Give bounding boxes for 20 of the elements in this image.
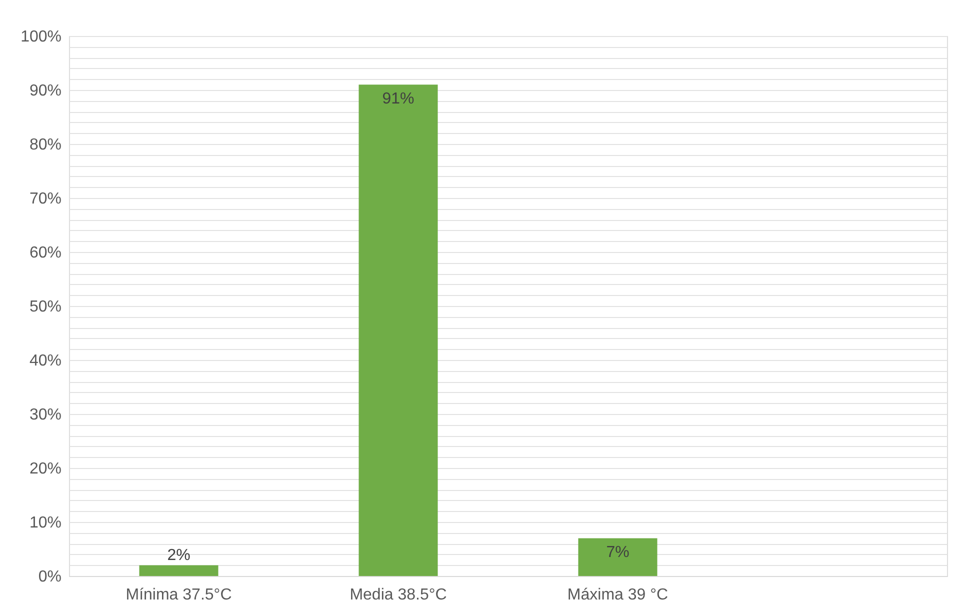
- y-tick-label: 80%: [29, 136, 62, 154]
- y-tick-label: 100%: [20, 28, 62, 46]
- data-label: 7%: [606, 544, 630, 562]
- y-tick-label: 50%: [29, 298, 62, 316]
- data-label: 91%: [382, 90, 414, 108]
- y-tick-label: 10%: [29, 514, 62, 532]
- y-tick-label: 20%: [29, 460, 62, 478]
- y-tick-label: 0%: [38, 568, 62, 586]
- bar: [578, 538, 658, 576]
- y-tick-label: 60%: [29, 244, 62, 262]
- y-tick-label: 90%: [29, 82, 62, 100]
- y-tick-label: 40%: [29, 352, 62, 370]
- x-tick-label: Media 38.5°C: [350, 586, 447, 604]
- x-tick-label: Máxima 39 °C: [567, 586, 668, 604]
- bar: [358, 84, 438, 576]
- x-tick-label: Mínima 37.5°C: [126, 586, 232, 604]
- data-label: 2%: [167, 547, 190, 564]
- y-tick-label: 30%: [29, 406, 62, 424]
- y-tick-label: 70%: [29, 190, 62, 208]
- bar: [139, 565, 218, 576]
